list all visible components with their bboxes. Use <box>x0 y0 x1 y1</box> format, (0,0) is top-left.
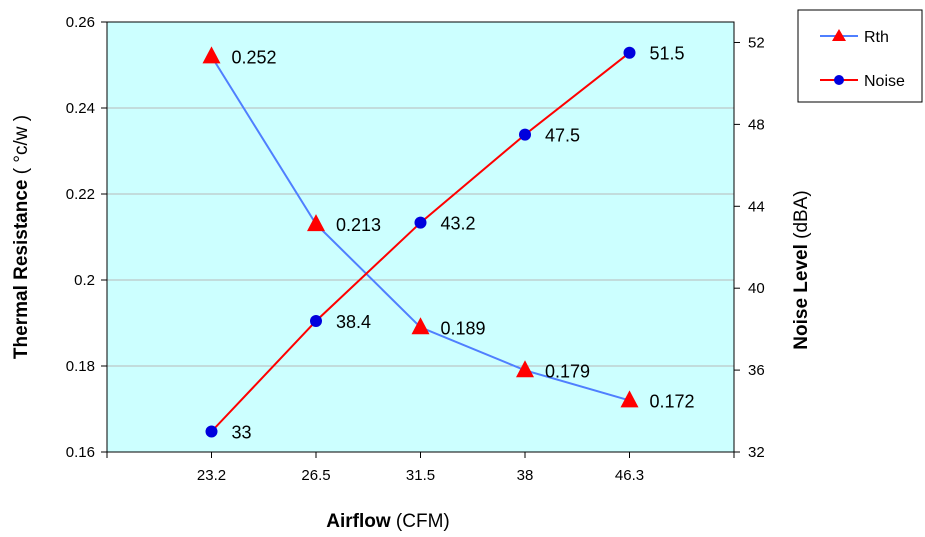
right-tick-label: 44 <box>748 198 765 215</box>
right-tick-label: 32 <box>748 444 765 461</box>
data-label-rth: 0.252 <box>232 47 277 67</box>
left-tick-label: 0.26 <box>66 14 95 31</box>
data-label-noise: 38.4 <box>336 312 371 332</box>
right-axis-title: Noise Level (dBA) <box>791 190 812 349</box>
right-tick-label: 52 <box>748 34 765 51</box>
x-axis-title-unit: (CFM) <box>396 511 450 532</box>
x-axis-title-bold: Airflow <box>326 511 391 532</box>
data-label-noise: 51.5 <box>650 44 685 64</box>
data-label-rth: 0.189 <box>441 318 486 338</box>
legend-rth-label: Rth <box>864 29 889 46</box>
legend-noise-label: Noise <box>864 73 905 90</box>
data-label-noise: 47.5 <box>545 126 580 146</box>
right-axis-title-bold: Noise Level <box>791 244 812 350</box>
left-tick-label: 0.22 <box>66 186 95 203</box>
data-label-rth: 0.172 <box>650 391 695 411</box>
right-tick-label: 36 <box>748 362 765 379</box>
plot-area <box>107 22 734 452</box>
data-point-noise <box>519 129 531 141</box>
x-axis-title: Airflow (CFM) <box>326 511 449 532</box>
data-label-rth: 0.213 <box>336 215 381 235</box>
right-tick-label: 40 <box>748 280 765 297</box>
data-point-noise <box>206 426 218 438</box>
x-tick-label: 38 <box>517 467 534 484</box>
right-tick-label: 48 <box>748 116 765 133</box>
x-tick-label: 23.2 <box>197 467 226 484</box>
data-label-noise: 43.2 <box>441 214 476 234</box>
x-axis-ticks: 23.2 26.5 31.5 38 46.3 <box>107 452 734 484</box>
x-tick-label: 46.3 <box>615 467 644 484</box>
left-axis-title: Thermal Resistance ( °c/w ) <box>11 115 32 359</box>
data-label-rth: 0.179 <box>545 361 590 381</box>
data-label-noise: 33 <box>232 423 252 443</box>
left-axis-title-bold: Thermal Resistance <box>11 180 32 360</box>
left-tick-label: 0.18 <box>66 358 95 375</box>
left-tick-label: 0.16 <box>66 444 95 461</box>
data-point-noise <box>310 315 322 327</box>
left-tick-label: 0.2 <box>74 272 95 289</box>
x-tick-label: 31.5 <box>406 467 435 484</box>
left-axis-title-unit: ( °c/w ) <box>11 115 32 174</box>
data-point-noise <box>624 47 636 59</box>
left-axis-ticks: 0.16 0.18 0.2 0.22 0.24 0.26 <box>66 14 107 461</box>
right-axis-ticks: 32 36 40 44 48 52 <box>734 34 765 461</box>
legend-noise-circle-icon <box>834 75 844 85</box>
right-axis-title-unit: (dBA) <box>791 190 812 239</box>
data-point-noise <box>415 217 427 229</box>
left-tick-label: 0.24 <box>66 100 95 117</box>
legend: Rth Noise <box>798 10 922 102</box>
x-tick-label: 26.5 <box>301 467 330 484</box>
